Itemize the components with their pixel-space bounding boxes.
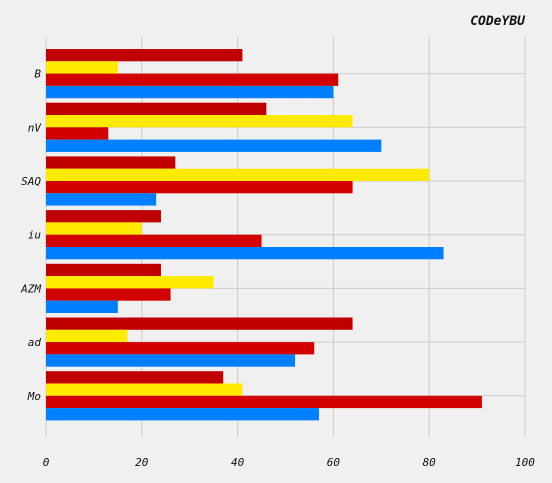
bar-Mo-series-3 xyxy=(46,395,482,409)
bar-iu-series-4 xyxy=(46,247,444,260)
bar-ad-series-1 xyxy=(46,317,353,330)
bar-SAQ-series-4 xyxy=(46,193,157,206)
x-tick-label: 20 xyxy=(135,456,149,469)
bar-B-series-4 xyxy=(46,85,334,99)
bar-B-series-2 xyxy=(46,61,118,74)
x-tick-label: 0 xyxy=(43,456,50,469)
y-axis-ticks: BnV SAQ iu AZM ad Mo xyxy=(20,68,42,403)
y-tick-label: SAQ xyxy=(21,175,41,188)
y-tick-label: iu xyxy=(28,229,42,242)
bar-B-series-3 xyxy=(46,73,339,86)
bar-Mo-series-4 xyxy=(46,408,320,421)
bar-nV-series-3 xyxy=(46,127,109,140)
y-tick-label: nV xyxy=(28,121,43,134)
bar-B-series-1 xyxy=(46,49,243,62)
x-axis-ticks: 0 20 40 60 80 100 xyxy=(43,456,536,469)
chart-title: CODeYBU xyxy=(470,14,526,29)
y-tick-label: B xyxy=(34,68,41,81)
bar-nV-series-2 xyxy=(46,115,353,128)
y-tick-label: ad xyxy=(28,336,42,349)
bar-AZM-series-4 xyxy=(46,300,118,313)
x-tick-label: 100 xyxy=(515,456,535,469)
bar-AZM-series-2 xyxy=(46,276,214,289)
y-tick-label: Mo xyxy=(27,390,41,403)
bar-nV-series-1 xyxy=(46,102,267,115)
bar-ad-series-3 xyxy=(46,342,315,355)
bar-Mo-series-1 xyxy=(46,371,224,384)
bar-iu-series-1 xyxy=(46,210,161,223)
y-tick-label: AZM xyxy=(20,282,41,295)
x-tick-label: 60 xyxy=(327,456,341,469)
bar-SAQ-series-1 xyxy=(46,156,176,169)
x-tick-label: 80 xyxy=(423,456,437,469)
bar-iu-series-2 xyxy=(46,222,142,235)
bar-ad-series-2 xyxy=(46,329,128,343)
x-tick-label: 40 xyxy=(231,456,245,469)
bar-iu-series-3 xyxy=(46,234,262,247)
bar-nV-series-4 xyxy=(46,139,382,152)
bars xyxy=(46,49,482,421)
bar-SAQ-series-3 xyxy=(46,181,353,194)
bar-SAQ-series-2 xyxy=(46,168,430,181)
bar-AZM-series-3 xyxy=(46,288,171,301)
bar-ad-series-4 xyxy=(46,354,296,367)
bar-Mo-series-2 xyxy=(46,383,243,396)
bar-AZM-series-1 xyxy=(46,263,161,277)
